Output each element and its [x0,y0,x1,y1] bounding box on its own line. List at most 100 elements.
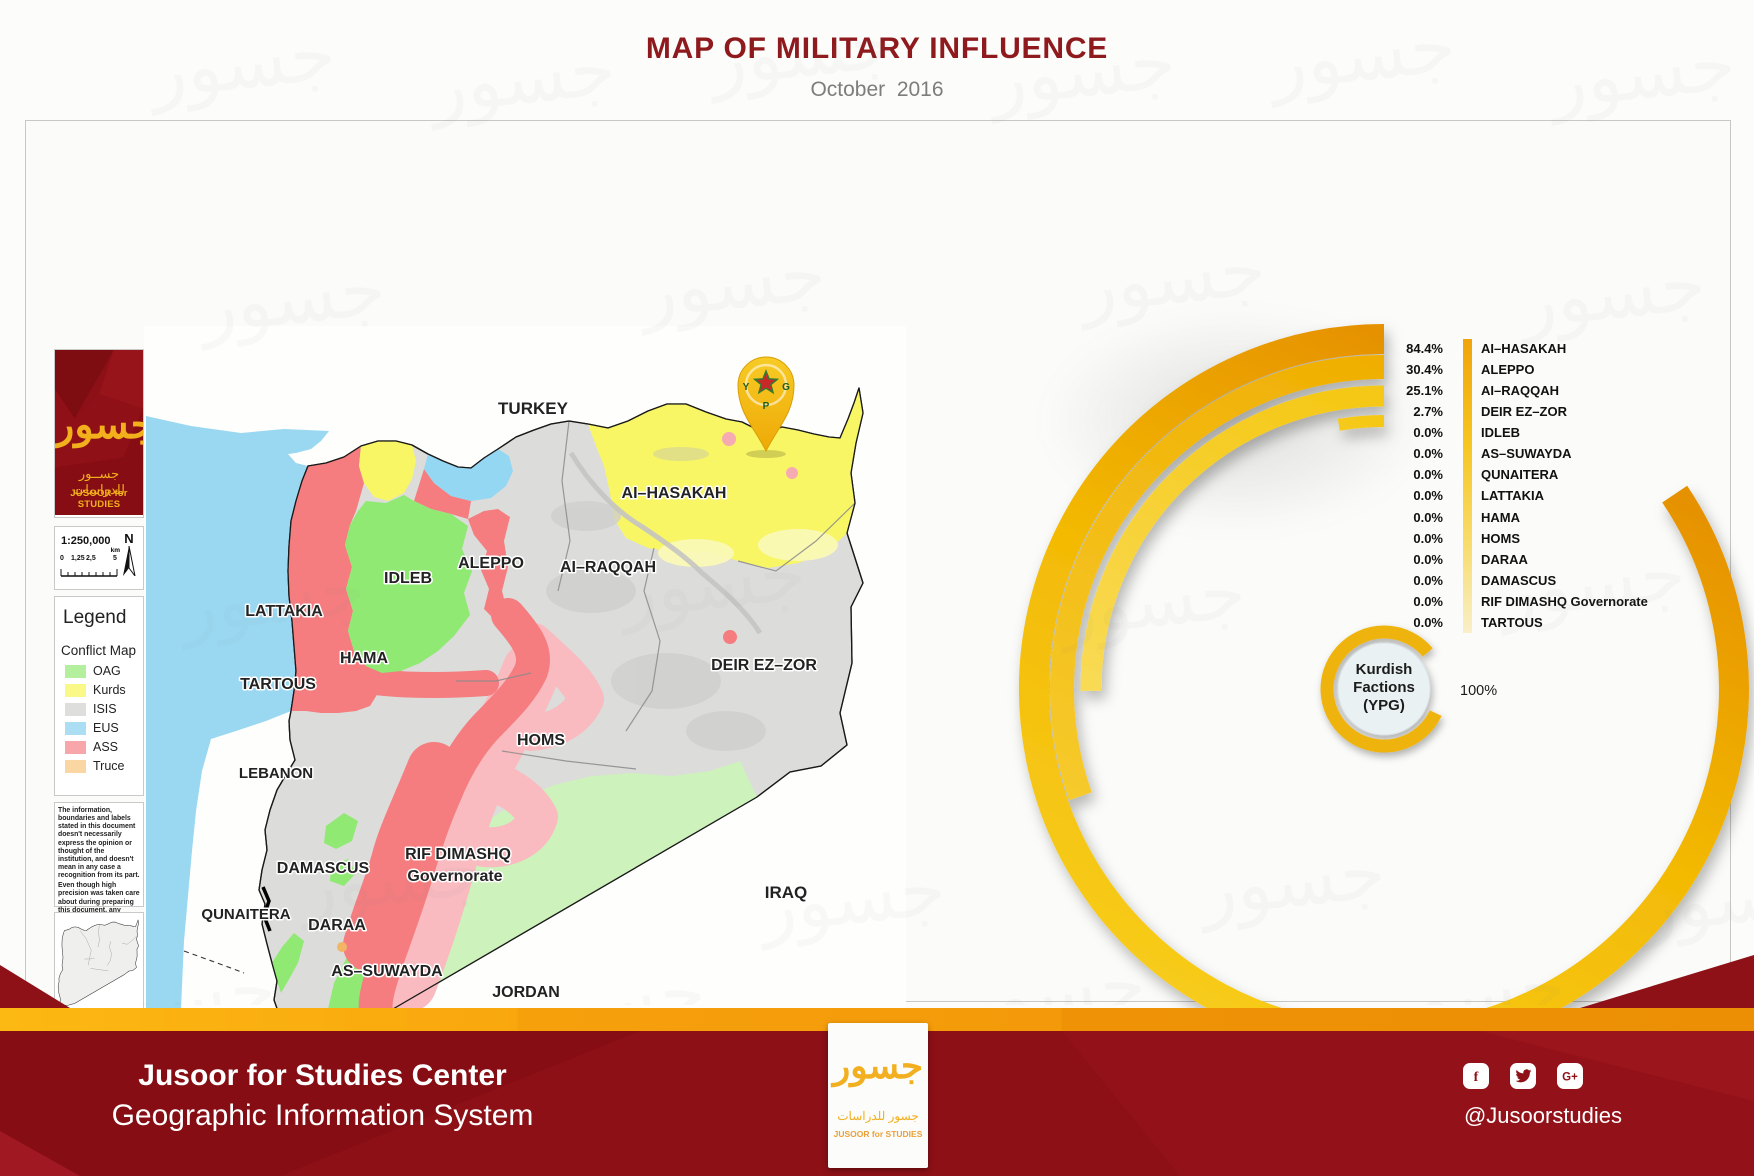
content-card: جسور جســور للدراسات JUSOOR for STUDIES … [25,120,1749,1100]
pin-letter: Y [743,382,750,393]
gauge-category: IDLEB [1481,425,1520,441]
north-ass-pocket [414,469,471,519]
map-label: IDLEB [384,570,432,587]
gauge-category: DAMASCUS [1481,572,1557,588]
gauge-category: HOMS [1481,530,1520,546]
footer-logo-latin-name: JUSOOR for STUDIES [833,1129,923,1139]
legend-label: ASS [93,740,119,754]
golan-armistice-line [261,886,272,932]
scale-unit: km [110,547,120,554]
ruler-label: 0 [60,555,64,562]
gauge-legend-bar [1463,339,1472,633]
legend-item: EUS [65,721,143,735]
center-total-label: 100% [1460,683,1497,699]
gauge-value: 0.0% [1413,467,1443,483]
mediterranean-sea [146,416,329,1056]
damascus-west-oag [324,813,358,849]
compass-n-label: N [124,531,134,546]
legend-title: Legend [63,607,127,628]
page-title: MAP OF MILITARY INFLUENCE [645,32,1109,65]
map-scale-box: 1:250,000 N km 0 1,25 2,5 5 [54,526,144,590]
gauge-legend-row: 84.4% AI–HASAKAH [1403,338,1663,359]
map-label: TURKEY [498,399,569,418]
gauge-category: AS–SUWAYDA [1481,446,1572,462]
map-label: Governorate [407,868,502,885]
legend-subtitle: Conflict Map [61,643,137,658]
gauge-value: 25.1% [1406,383,1443,399]
legend-label: Truce [93,759,125,773]
ruler-ticks [60,569,118,577]
legend-swatch-ass [65,740,86,754]
gauge-value: 30.4% [1406,362,1443,378]
gauge-category: LATTAKIA [1481,488,1545,504]
legend-item: Kurds [65,683,143,697]
compass-arrow-icon [123,545,136,577]
gauge-category: ALEPPO [1481,362,1535,378]
scale-ruler: km 0 1,25 2,5 5 [60,547,126,583]
map-label: LATTAKIA [245,603,323,620]
legend-label: EUS [93,721,119,735]
map-label: AI–HASAKAH [622,485,727,502]
damascus-sw-oag [330,859,356,886]
twitter-icon[interactable] [1510,1063,1536,1089]
northeast-kurds-area [588,388,863,568]
legend-label: Kurds [93,683,126,697]
center-circle [1337,642,1431,736]
footer: Jusoor for Studies Center Geographic Inf… [0,1023,1754,1176]
disclaimer-paragraph: The information, boundaries and labels s… [58,807,140,880]
eus-area [424,449,513,501]
map-label: IRAQ [765,883,808,902]
map-label: HAMA [340,650,388,667]
gauge-legend-row: 0.0% LATTAKIA [1403,485,1663,506]
se-oag-wedge [357,761,757,1021]
legend-item: ISIS [65,702,143,716]
gauge-value: 84.4% [1406,341,1443,357]
map-label: DAMASCUS [277,860,370,877]
page-subtitle: October 2016 [810,78,944,101]
logo-arabic-calligraphy: جسور [55,403,143,447]
center-ring-100pct [1320,625,1442,753]
ass-core-areas [343,598,550,1028]
ruler-label: 2,5 [86,555,96,562]
social-handle[interactable]: @Jusoorstudies [1463,1103,1623,1128]
center-label-line: (YPG) [1363,697,1405,714]
map-label: DARAA [308,917,366,934]
gauge-legend-row: 30.4% ALEPPO [1403,359,1663,380]
gauge-legend-row: 0.0% DARAA [1403,549,1663,570]
gauge-value: 0.0% [1413,572,1443,588]
legend-label: OAG [93,664,121,678]
facebook-icon[interactable]: f [1463,1063,1489,1089]
gauge-legend: 84.4% AI–HASAKAH 30.4% ALEPPO 25.1% AI–RAQQAH… [1403,338,1663,633]
gauge-category: HAMA [1481,509,1520,525]
footer-org-name: Jusoor for Studies Center [138,1059,507,1092]
scale-ratio: 1:250,000 [61,535,111,547]
gauge-legend-row: 0.0% DAMASCUS [1403,570,1663,591]
pin-letter: G [782,382,790,393]
legend-label: ISIS [93,702,117,716]
gauge-value: 0.0% [1413,509,1443,525]
gauge-category: DEIR EZ–ZOR [1481,404,1567,420]
gauge-value: 0.0% [1413,551,1443,567]
google-plus-icon[interactable]: G+ [1557,1063,1583,1089]
map-label: TARTOUS [240,676,316,693]
org-logo: جسور جســور للدراسات JUSOOR for STUDIES [54,349,144,518]
legend-swatch-oag [65,664,86,678]
gauge-value: 0.0% [1413,530,1443,546]
logo-facets-art [55,350,143,516]
gauge-value: 2.7% [1413,404,1443,420]
governorate-borders [456,420,856,770]
coastal-ass-area [288,446,382,713]
gauge-legend-row: 0.0% QUNAITERA [1403,464,1663,485]
logo-arabic-name: جســور للدراسات [72,466,126,497]
conflict-map: TURKEY AI–HASAKAH ALEPPO AI–RAQQAH IDLEB LATT… [144,326,906,1058]
map-label: ALEPPO [458,555,524,572]
gauge-legend-row: 25.1% AI–RAQQAH [1403,380,1663,401]
center-label-line: Kurdish [1356,661,1413,678]
map-legend: Legend Conflict Map OAG Kurds ISIS EUS ASS Tr… [54,596,144,796]
corner-wedges [0,955,1754,1008]
legend-swatch-eus [65,721,86,735]
ypg-pin-marker: Y P G [737,356,795,458]
